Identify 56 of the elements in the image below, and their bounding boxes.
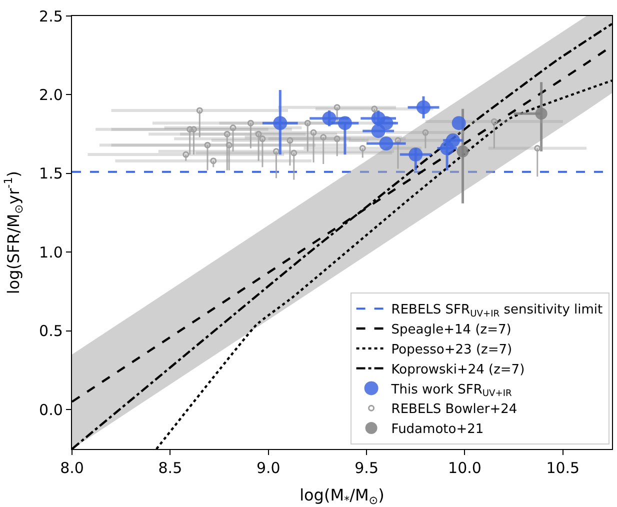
legend-label: REBELS Bowler+24 [391,402,518,418]
point [334,104,340,111]
legend-label: This work SFR$_{UV+IR}$ [390,382,513,400]
x-axis-title: log(M$_{*}$/M$_{⊙}$) [300,486,384,507]
point [534,145,541,152]
point [334,136,340,142]
legend-label: Popesso+23 (z=7) [391,342,512,358]
point [272,148,280,155]
y-tick-label: 1.5 [39,164,63,183]
point [379,116,394,130]
point [247,120,254,126]
point [456,145,469,158]
point [338,116,352,130]
x-tick-label: 10.0 [448,459,482,478]
point [371,106,378,112]
y-tick-label: 0.0 [39,400,63,419]
x-tick-label: 9.5 [354,459,378,478]
point [310,129,317,136]
y-tick-label: 0.5 [39,322,63,340]
point [440,141,454,156]
point [273,116,288,130]
x-tick-label: 8.5 [158,459,182,478]
point [186,126,194,133]
point [259,136,266,142]
point [394,137,402,144]
point [286,137,294,144]
point [210,158,217,164]
point [182,151,190,158]
point [379,136,394,151]
legend-label: Fudamoto+21 [391,422,484,438]
point [190,126,197,133]
point [224,130,230,138]
y-tick-label: 1.0 [39,243,63,262]
x-tick-label: 8.0 [60,459,84,478]
y-tick-label: 2.5 [39,7,63,26]
point [255,130,262,138]
point [490,118,498,125]
point [226,142,232,148]
point [359,145,366,152]
point [230,124,236,132]
point [304,120,311,126]
legend-label: REBELS SFR$_{UV+IR}$ sensitivity limit [391,302,603,320]
x-tick-label: 10.5 [546,459,580,478]
point [422,129,429,136]
legend-label: Speagle+14 (z=7) [391,322,512,338]
point [320,134,327,140]
point [535,108,548,120]
point [204,142,211,148]
point [452,116,466,130]
point [290,150,298,156]
legend-label: Koprowski+24 (z=7) [391,362,525,378]
point [408,148,423,162]
point [416,100,430,114]
point [196,107,203,114]
y-tick-label: 2.0 [39,86,63,104]
x-tick-label: 9.0 [256,459,280,478]
